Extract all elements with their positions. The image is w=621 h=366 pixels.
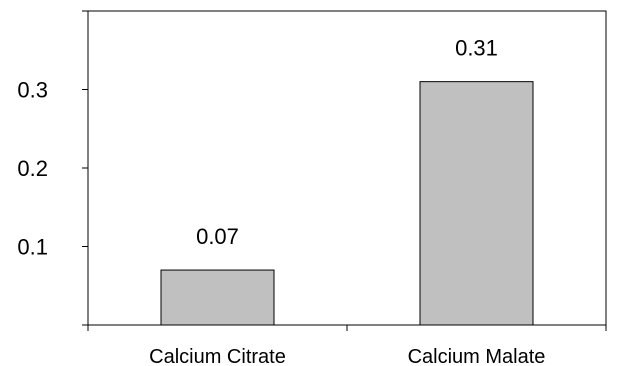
y-tick-label-2: 0.3 (17, 78, 48, 103)
data-label-0: 0.07 (196, 224, 239, 249)
plot-area: 0.10.20.3 Calcium Citrate Calcium Malate … (17, 10, 607, 366)
data-labels: 0.07 0.31 (196, 36, 498, 249)
x-axis-ticks (87, 325, 607, 331)
bar-0 (160, 269, 275, 326)
y-axis-ticks (82, 10, 88, 326)
x-category-label-0: Calcium Citrate (149, 346, 286, 366)
y-tick-label-1: 0.2 (17, 156, 48, 181)
x-axis-category-labels: Calcium Citrate Calcium Malate (149, 346, 545, 366)
bar-1 (419, 81, 534, 326)
x-category-label-1: Calcium Malate (408, 346, 546, 366)
bars (160, 81, 534, 326)
y-tick-label-0: 0.1 (17, 235, 48, 260)
data-label-1: 0.31 (455, 36, 498, 61)
y-axis-tick-labels: 0.1 0.2 0.3 (17, 78, 48, 260)
